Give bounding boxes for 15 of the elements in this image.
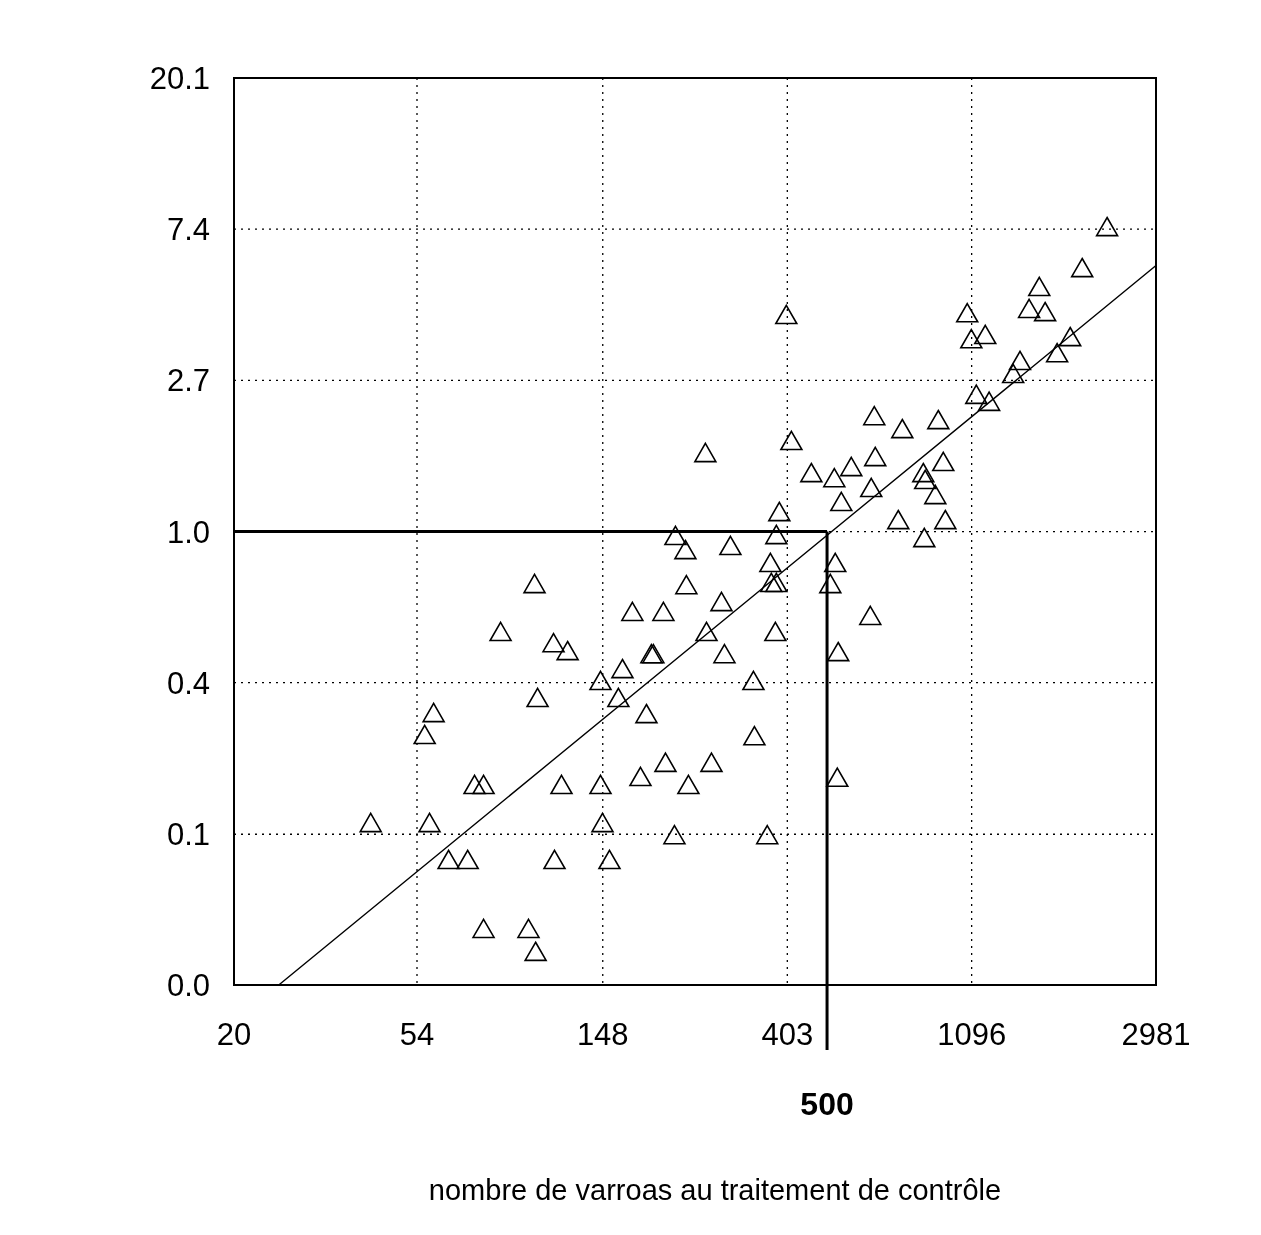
x-axis-title: nombre de varroas au traitement de contrôle — [428, 1174, 1002, 1206]
x-tick-label: 403 — [761, 1017, 814, 1052]
y-tick-label: 0.1 — [166, 817, 210, 853]
x-tick-label: 2981 — [1121, 1017, 1191, 1052]
y-tick-label: 7.4 — [166, 212, 210, 248]
y-tick-label: 1.0 — [166, 514, 210, 550]
y-tick-label: 20.1 — [149, 61, 210, 96]
x-tick-label: 20 — [216, 1017, 252, 1052]
ref-line-label: 500 — [800, 1086, 854, 1122]
x-tick-label: 54 — [399, 1017, 435, 1052]
x-tick-label: 1096 — [937, 1017, 1007, 1052]
y-tick-label: 2.7 — [166, 363, 210, 399]
y-tick-label: 0.0 — [166, 968, 210, 1003]
x-tick-label: 148 — [576, 1017, 629, 1052]
y-tick-label: 0.4 — [166, 665, 210, 701]
